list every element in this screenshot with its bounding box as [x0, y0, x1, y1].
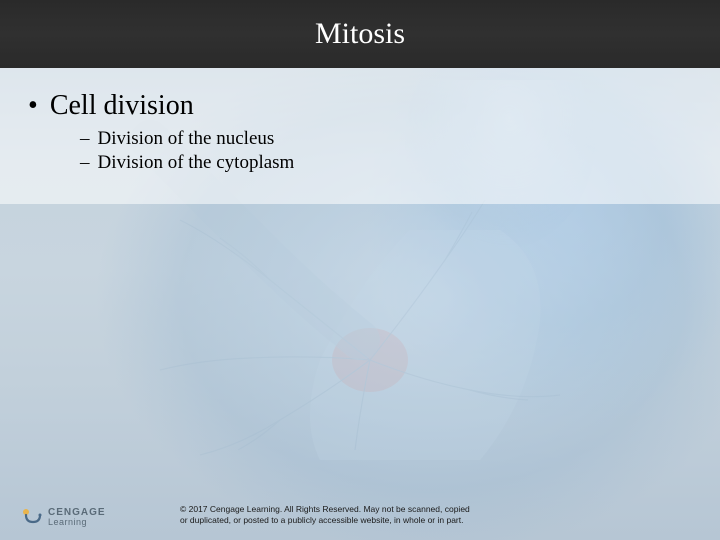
logo-brand-top: CENGAGE	[48, 508, 106, 518]
cengage-logo-icon	[20, 506, 42, 528]
bullet-level2: – Division of the cytoplasm	[80, 152, 696, 174]
logo-text: CENGAGE Learning	[48, 508, 106, 527]
bullet-dot-icon: •	[28, 92, 38, 120]
bullet-level2: – Division of the nucleus	[80, 128, 696, 150]
logo-brand-bottom: Learning	[48, 518, 106, 527]
copyright-line1: © 2017 Cengage Learning. All Rights Rese…	[180, 504, 470, 514]
title-bar: Mitosis	[0, 0, 720, 68]
bullet-dash-icon: –	[80, 152, 90, 174]
bullet-l2-text: Division of the cytoplasm	[98, 152, 295, 174]
slide: Mitosis • Cell	[0, 0, 720, 540]
bullet-l1-text: Cell division	[50, 90, 194, 122]
copyright-line2: or duplicated, or posted to a publicly a…	[180, 515, 464, 525]
bullet-l2-text: Division of the nucleus	[98, 128, 275, 150]
bullet-level1: • Cell division	[24, 90, 696, 122]
publisher-logo: CENGAGE Learning	[20, 506, 106, 528]
slide-title: Mitosis	[315, 17, 405, 51]
bullet-dash-icon: –	[80, 128, 90, 150]
content-area: • Cell division – Division of the nucleu…	[24, 90, 696, 176]
copyright-text: © 2017 Cengage Learning. All Rights Rese…	[180, 504, 660, 526]
